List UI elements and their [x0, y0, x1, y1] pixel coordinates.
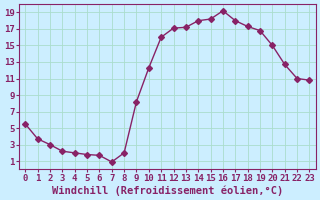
- X-axis label: Windchill (Refroidissement éolien,°C): Windchill (Refroidissement éolien,°C): [52, 185, 283, 196]
